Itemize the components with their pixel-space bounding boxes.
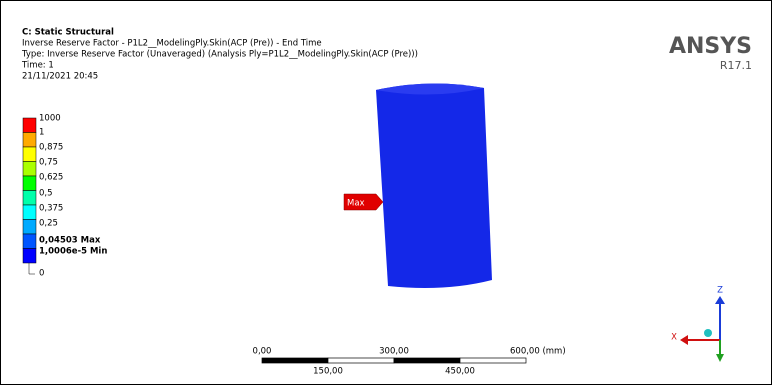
legend-label: 0,625 [39,173,63,183]
legend-label: 0,875 [39,143,63,153]
legend [23,118,36,274]
scale-segment [394,358,460,363]
legend-swatch [23,147,36,162]
scale-label: 150,00 [313,367,343,377]
z-label: Z [717,286,723,296]
scale-label: 0,00 [253,347,272,357]
model [376,83,492,288]
triad-ball [704,329,712,337]
legend-swatch [23,234,36,249]
scale-bar [262,358,526,363]
scale-label: 600,00 (mm) [510,347,566,357]
legend-label: 0 [39,269,44,279]
scale-label: 450,00 [445,367,475,377]
legend-label: 0,5 [39,189,53,199]
legend-swatch [23,118,36,133]
legend-swatch [23,162,36,177]
probe-label: Max [347,199,365,209]
legend-label: 0,75 [39,158,58,168]
legend-label: 0,04503 Max [39,236,101,246]
cylinder-body [376,83,492,288]
viewport: C: Static Structural Inverse Reserve Fac… [0,0,772,385]
legend-swatch [23,191,36,206]
logo-version: R17.1 [720,59,752,72]
legend-swatch [23,133,36,148]
header-line: 21/11/2021 20:45 [22,72,98,82]
x-label: X [671,333,677,343]
header-line: Time: 1 [21,61,54,71]
logo: ANSYS [669,34,752,59]
scale-segment [328,358,394,363]
legend-label: 1 [39,128,44,138]
header-line: Type: Inverse Reserve Factor (Unaveraged… [21,50,418,60]
legend-swatch [23,249,36,264]
legend-swatch [23,176,36,191]
scale-label: 300,00 [379,347,409,357]
scale-segment [460,358,526,363]
legend-label: 1,0006e-5 Min [39,247,107,257]
legend-swatch [23,220,36,235]
title: C: Static Structural [22,28,114,38]
legend-label: 0,25 [39,219,58,229]
header-line: Inverse Reserve Factor - P1L2__ModelingP… [22,39,322,49]
legend-label: 0,375 [39,204,63,214]
scale-segment [262,358,328,363]
legend-swatch [23,205,36,220]
legend-label: 1000 [39,114,61,124]
page: {"header": {"title": "C: Static Structur… [0,0,772,385]
